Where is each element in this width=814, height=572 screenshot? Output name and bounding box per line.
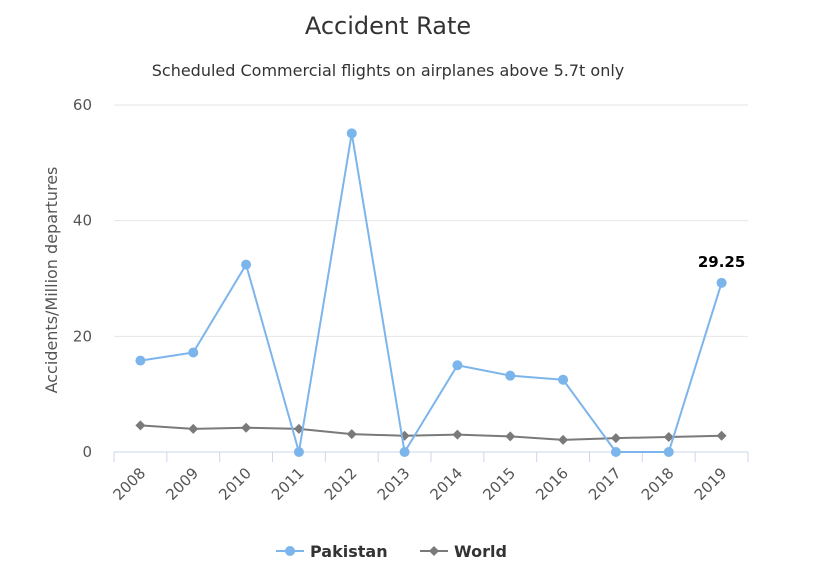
x-tick-label: 2011	[268, 464, 308, 504]
data-point[interactable]	[505, 431, 516, 442]
data-point[interactable]	[293, 447, 304, 457]
data-point[interactable]	[610, 447, 621, 457]
x-tick-label: 2008	[110, 464, 150, 504]
x-tick-label: 2009	[162, 464, 202, 504]
data-point[interactable]	[346, 128, 357, 139]
x-tick-label: 2017	[585, 464, 625, 504]
legend-marker-icon	[285, 546, 295, 556]
x-tick-label: 2015	[479, 464, 519, 504]
data-point[interactable]	[188, 347, 199, 358]
data-point[interactable]	[135, 355, 146, 366]
legend-marker-icon	[429, 546, 439, 556]
x-tick-label: 2010	[215, 464, 255, 504]
legend-label: World	[454, 542, 507, 561]
x-tick-label: 2013	[374, 464, 414, 504]
data-point[interactable]	[716, 430, 727, 441]
x-axis: 2008 2009 2010 2011 2012 2013 2014 2015 2016 2017…	[110, 451, 749, 504]
gridlines	[114, 104, 748, 453]
data-point[interactable]	[610, 433, 621, 444]
data-label: 29.25	[698, 253, 745, 271]
legend-label: Pakistan	[310, 542, 388, 561]
x-tick-label: 2014	[427, 464, 467, 504]
data-point[interactable]	[716, 277, 727, 288]
legend-item-world[interactable]: World	[420, 542, 507, 561]
series-line	[140, 132, 723, 453]
series-line	[140, 424, 722, 441]
chart-title: Accident Rate	[305, 12, 471, 40]
data-point[interactable]	[452, 360, 463, 371]
x-tick-label: 2018	[638, 464, 678, 504]
series-world[interactable]	[135, 420, 727, 445]
chart-subtitle: Scheduled Commercial flights on airplane…	[152, 61, 625, 80]
x-tick-label: 2012	[321, 464, 361, 504]
y-tick-label: 60	[73, 96, 92, 114]
data-point[interactable]	[399, 447, 410, 457]
data-point[interactable]	[452, 429, 463, 440]
data-point[interactable]	[558, 434, 569, 445]
x-tick-label: 2016	[532, 464, 572, 504]
series-group	[135, 128, 727, 457]
data-point[interactable]	[241, 259, 252, 270]
y-tick-label: 0	[82, 443, 92, 461]
y-tick-label: 20	[73, 327, 92, 345]
x-tick-label: 2019	[691, 464, 731, 504]
data-point[interactable]	[558, 374, 569, 385]
legend-item-pakistan[interactable]: Pakistan	[276, 542, 388, 561]
data-point[interactable]	[241, 422, 252, 433]
legend[interactable]: Pakistan World	[276, 542, 507, 561]
data-labels: 29.25	[698, 253, 745, 271]
data-point[interactable]	[188, 423, 199, 434]
data-point[interactable]	[663, 447, 674, 457]
y-axis-ticks: 0 20 40 60	[73, 96, 92, 461]
series-pakistan[interactable]	[135, 128, 727, 457]
data-point[interactable]	[346, 429, 357, 440]
data-point[interactable]	[505, 370, 516, 381]
y-tick-label: 40	[73, 212, 92, 230]
data-point[interactable]	[135, 420, 146, 431]
y-axis-label: Accidents/Million departures	[42, 167, 61, 394]
data-point[interactable]	[663, 431, 674, 442]
